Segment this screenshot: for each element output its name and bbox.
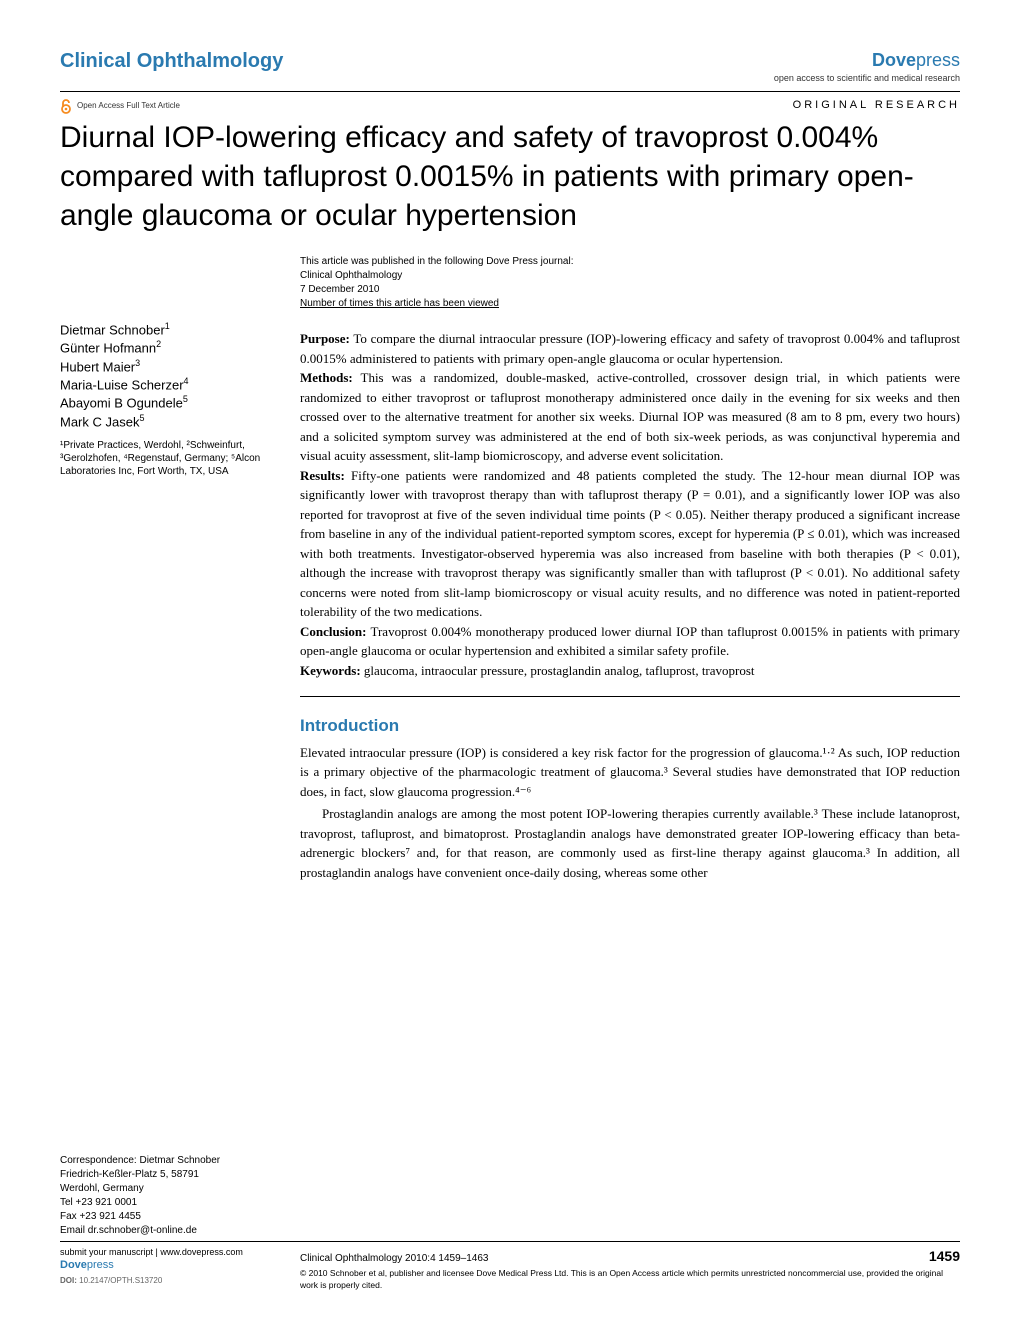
author: Mark C Jasek5 [60, 413, 270, 429]
footer-submit[interactable]: submit your manuscript | www.dovepress.c… [60, 1247, 300, 1259]
author: Maria-Luise Scherzer4 [60, 376, 270, 392]
article-title: Diurnal IOP-lowering efficacy and safety… [60, 118, 960, 235]
journal-name: Clinical Ophthalmology [60, 50, 283, 73]
footer-citation: Clinical Ophthalmology 2010:4 1459–1463 [300, 1252, 488, 1266]
keywords-label: Keywords: [300, 663, 361, 678]
footer-divider [60, 1241, 960, 1242]
corr-addr1: Friedrich-Keßler-Platz 5, 58791 [60, 1168, 270, 1182]
pub-date: 7 December 2010 [300, 283, 960, 297]
open-access-label: Open Access Full Text Article [77, 101, 180, 110]
open-access-row: Open Access Full Text Article ORIGINAL R… [60, 98, 960, 112]
methods-label: Methods: [300, 370, 353, 385]
publication-info: This article was published in the follow… [300, 255, 960, 311]
header-divider [60, 91, 960, 92]
introduction-heading: Introduction [300, 713, 960, 739]
corr-fax: Fax +23 921 4455 [60, 1210, 270, 1224]
brand-block: Dovepress open access to scientific and … [774, 50, 960, 83]
keywords-text: glaucoma, intraocular pressure, prostagl… [361, 663, 755, 678]
results-text: Fifty-one patients were randomized and 4… [300, 468, 960, 620]
brand-name: Dovepress [774, 50, 960, 71]
footer-doi: DOI: 10.2147/OPTH.S13720 [60, 1276, 300, 1286]
affiliations: ¹Private Practices, Werdohl, ²Schweinfur… [60, 439, 270, 478]
author: Dietmar Schnober1 [60, 321, 270, 337]
pub-views[interactable]: Number of times this article has been vi… [300, 297, 960, 311]
author: Hubert Maier3 [60, 358, 270, 374]
corr-name: Correspondence: Dietmar Schnober [60, 1154, 270, 1168]
open-access-left: Open Access Full Text Article [60, 98, 180, 112]
article-type: ORIGINAL RESEARCH [793, 99, 960, 111]
brand-subtitle: open access to scientific and medical re… [774, 73, 960, 83]
pub-journal-line: This article was published in the follow… [300, 255, 960, 269]
open-access-icon [60, 98, 72, 112]
page-header: Clinical Ophthalmology Dovepress open ac… [60, 50, 960, 83]
correspondence: Correspondence: Dietmar Schnober Friedri… [60, 1154, 270, 1238]
footer-copyright: © 2010 Schnober et al, publisher and lic… [300, 1268, 960, 1292]
intro-para-2: Prostaglandin analogs are among the most… [300, 804, 960, 882]
author: Günter Hofmann2 [60, 339, 270, 355]
intro-para-1: Elevated intraocular pressure (IOP) is c… [300, 743, 960, 802]
pub-journal: Clinical Ophthalmology [300, 269, 960, 283]
author: Abayomi B Ogundele5 [60, 394, 270, 410]
corr-addr2: Werdohl, Germany [60, 1182, 270, 1196]
conclusion-text: Travoprost 0.004% monotherapy produced l… [300, 624, 960, 659]
methods-text: This was a randomized, double-masked, ac… [300, 370, 960, 463]
section-divider [300, 696, 960, 697]
purpose-text: To compare the diurnal intraocular press… [300, 331, 960, 366]
results-label: Results: [300, 468, 345, 483]
author-list: Dietmar Schnober1 Günter Hofmann2 Hubert… [60, 321, 270, 429]
page-footer: submit your manuscript | www.dovepress.c… [60, 1241, 960, 1292]
footer-brand[interactable]: Dovepress [60, 1258, 300, 1272]
page-number: 1459 [929, 1247, 960, 1267]
footer-center: Clinical Ophthalmology 2010:4 1459–1463 … [300, 1247, 960, 1292]
right-column: This article was published in the follow… [300, 255, 960, 885]
corr-email: Email dr.schnober@t-online.de [60, 1224, 270, 1238]
conclusion-label: Conclusion: [300, 624, 366, 639]
introduction-body: Elevated intraocular pressure (IOP) is c… [300, 743, 960, 883]
corr-tel: Tel +23 921 0001 [60, 1196, 270, 1210]
abstract: Purpose: To compare the diurnal intraocu… [300, 329, 960, 680]
body-columns: Dietmar Schnober1 Günter Hofmann2 Hubert… [60, 255, 960, 885]
footer-left: submit your manuscript | www.dovepress.c… [60, 1247, 300, 1292]
left-column: Dietmar Schnober1 Günter Hofmann2 Hubert… [60, 255, 270, 885]
purpose-label: Purpose: [300, 331, 350, 346]
